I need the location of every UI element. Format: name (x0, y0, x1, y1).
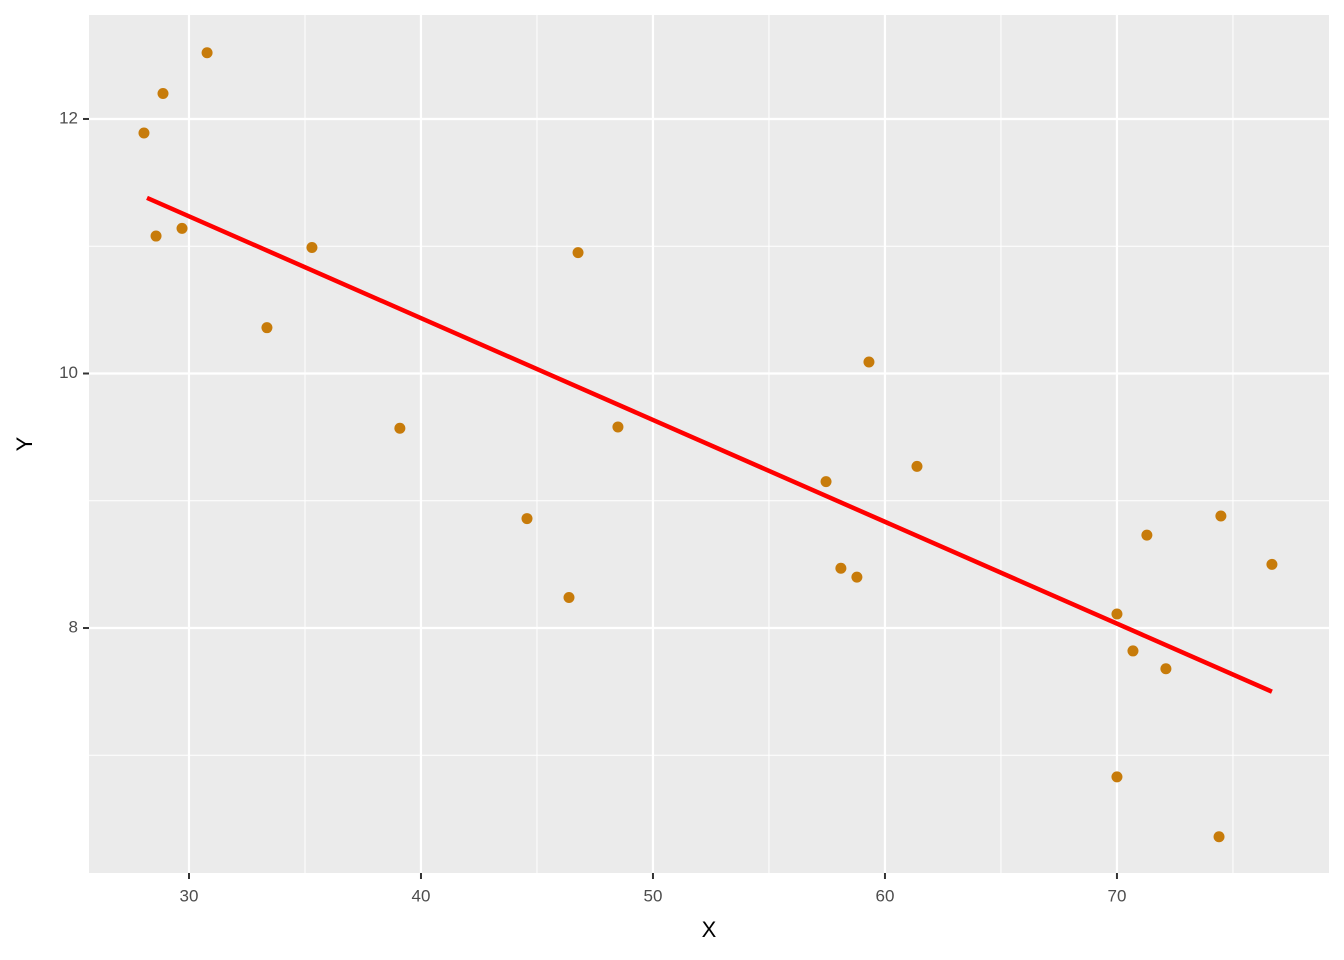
fit-line (146, 195, 1273, 694)
point (863, 356, 875, 368)
point (835, 562, 847, 574)
point (138, 127, 150, 139)
point (150, 230, 162, 242)
point (911, 460, 923, 472)
point (1160, 663, 1172, 675)
point (1111, 771, 1123, 783)
point (820, 476, 832, 488)
y-tick-label: 10 (59, 363, 78, 382)
point (521, 513, 533, 525)
y-axis-label: Y (12, 436, 37, 451)
point (851, 571, 863, 583)
x-tick-label: 40 (412, 886, 431, 905)
point (157, 88, 169, 100)
point (306, 242, 318, 254)
point (563, 591, 575, 603)
point (1141, 529, 1153, 541)
point (572, 247, 584, 259)
point (261, 322, 273, 334)
point (1111, 608, 1123, 620)
y-tick-label: 12 (59, 108, 78, 127)
x-axis-label: X (702, 917, 717, 942)
x-tick-label: 70 (1107, 886, 1126, 905)
point (394, 422, 406, 434)
x-tick-label: 60 (876, 886, 895, 905)
x-tick-label: 50 (644, 886, 663, 905)
point (1215, 510, 1227, 522)
y-tick-label: 8 (69, 618, 78, 637)
x-tick-label: 30 (180, 886, 199, 905)
point (1213, 831, 1225, 843)
point (1127, 645, 1139, 657)
point (1266, 558, 1278, 570)
point (612, 421, 624, 433)
point (201, 47, 213, 59)
point (176, 222, 188, 234)
